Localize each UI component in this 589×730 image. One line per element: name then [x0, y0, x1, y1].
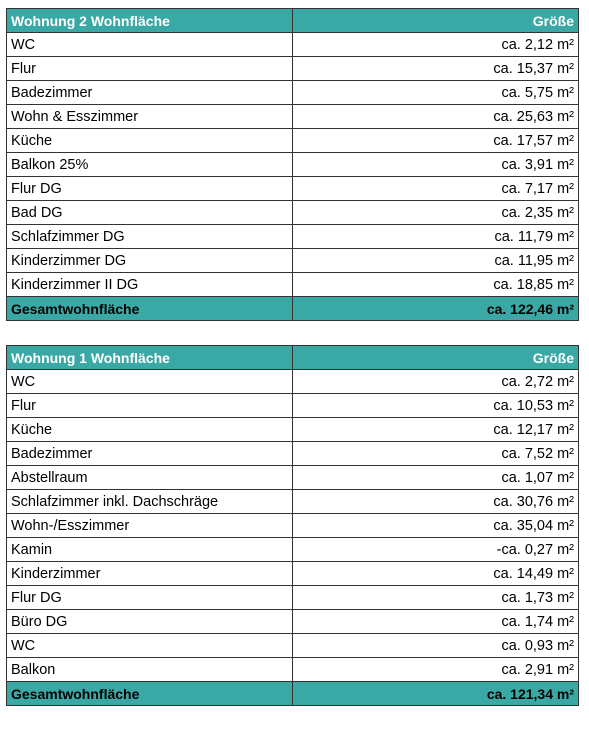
- room-cell: Gesamtwohnfläche: [6, 681, 293, 706]
- size-cell: ca. 11,79 m²: [292, 224, 579, 249]
- size-cell: ca. 14,49 m²: [292, 561, 579, 586]
- size-cell: ca. 1,73 m²: [292, 585, 579, 610]
- room-row: WC ca. 0,93 m²: [6, 633, 579, 658]
- total-row: Gesamtwohnfläche ca. 121,34 m²: [6, 681, 579, 706]
- size-cell: ca. 1,74 m²: [292, 609, 579, 634]
- room-row: Küche ca. 12,17 m²: [6, 417, 579, 442]
- area-table: Wohnung 2 Wohnfläche Größe WC ca. 2,12 m² Fl…: [6, 8, 579, 321]
- room-cell: Büro DG: [6, 609, 293, 634]
- room-row: Wohn & Esszimmer ca. 25,63 m²: [6, 104, 579, 129]
- room-cell: Badezimmer: [6, 441, 293, 466]
- size-cell: ca. 25,63 m²: [292, 104, 579, 129]
- size-cell: ca. 121,34 m²: [292, 681, 579, 706]
- size-cell: ca. 1,07 m²: [292, 465, 579, 490]
- room-cell: Kinderzimmer II DG: [6, 272, 293, 297]
- room-cell: Schlafzimmer DG: [6, 224, 293, 249]
- page: Wohnung 2 Wohnfläche Größe WC ca. 2,12 m² Fl…: [6, 8, 579, 730]
- header-row: Wohnung 2 Wohnfläche Größe: [6, 8, 579, 33]
- size-cell: ca. 35,04 m²: [292, 513, 579, 538]
- size-cell: ca. 30,76 m²: [292, 489, 579, 514]
- total-row: Gesamtwohnfläche ca. 122,46 m²: [6, 296, 579, 321]
- room-row: Büro DG ca. 1,74 m²: [6, 609, 579, 634]
- room-row: Abstellraum ca. 1,07 m²: [6, 465, 579, 490]
- room-row: Bad DG ca. 2,35 m²: [6, 200, 579, 225]
- size-cell: ca. 12,17 m²: [292, 417, 579, 442]
- room-cell: WC: [6, 633, 293, 658]
- room-cell: Kinderzimmer: [6, 561, 293, 586]
- size-cell: Größe: [292, 345, 579, 370]
- area-table: Wohnung 1 Wohnfläche Größe WC ca. 2,72 m² Fl…: [6, 345, 579, 706]
- room-cell: Wohn & Esszimmer: [6, 104, 293, 129]
- room-cell: Flur: [6, 56, 293, 81]
- size-cell: ca. 0,93 m²: [292, 633, 579, 658]
- header-row: Wohnung 1 Wohnfläche Größe: [6, 345, 579, 370]
- room-cell: Flur DG: [6, 585, 293, 610]
- room-cell: Schlafzimmer inkl. Dachschräge: [6, 489, 293, 514]
- size-cell: ca. 11,95 m²: [292, 248, 579, 273]
- room-row: Schlafzimmer inkl. Dachschräge ca. 30,76 …: [6, 489, 579, 514]
- size-cell: ca. 7,17 m²: [292, 176, 579, 201]
- size-cell: ca. 3,91 m²: [292, 152, 579, 177]
- room-row: Balkon 25% ca. 3,91 m²: [6, 152, 579, 177]
- room-row: Balkon ca. 2,91 m²: [6, 657, 579, 682]
- room-row: Flur ca. 15,37 m²: [6, 56, 579, 81]
- room-row: Kamin -ca. 0,27 m²: [6, 537, 579, 562]
- size-cell: ca. 5,75 m²: [292, 80, 579, 105]
- size-cell: ca. 18,85 m²: [292, 272, 579, 297]
- room-cell: Balkon 25%: [6, 152, 293, 177]
- room-row: Schlafzimmer DG ca. 11,79 m²: [6, 224, 579, 249]
- room-cell: Wohnung 1 Wohnfläche: [6, 345, 293, 370]
- room-cell: Wohnung 2 Wohnfläche: [6, 8, 293, 33]
- room-cell: WC: [6, 32, 293, 57]
- room-cell: Kamin: [6, 537, 293, 562]
- size-cell: ca. 17,57 m²: [292, 128, 579, 153]
- room-row: Flur ca. 10,53 m²: [6, 393, 579, 418]
- size-cell: ca. 10,53 m²: [292, 393, 579, 418]
- room-row: Küche ca. 17,57 m²: [6, 128, 579, 153]
- room-row: WC ca. 2,12 m²: [6, 32, 579, 57]
- room-cell: Küche: [6, 417, 293, 442]
- room-cell: Abstellraum: [6, 465, 293, 490]
- room-row: Badezimmer ca. 7,52 m²: [6, 441, 579, 466]
- size-cell: ca. 122,46 m²: [292, 296, 579, 321]
- room-cell: Kinderzimmer DG: [6, 248, 293, 273]
- room-cell: Balkon: [6, 657, 293, 682]
- room-row: Kinderzimmer DG ca. 11,95 m²: [6, 248, 579, 273]
- room-row: Flur DG ca. 1,73 m²: [6, 585, 579, 610]
- room-cell: Gesamtwohnfläche: [6, 296, 293, 321]
- room-cell: Flur DG: [6, 176, 293, 201]
- room-row: Kinderzimmer II DG ca. 18,85 m²: [6, 272, 579, 297]
- size-cell: ca. 2,72 m²: [292, 369, 579, 394]
- room-cell: Badezimmer: [6, 80, 293, 105]
- room-cell: Flur: [6, 393, 293, 418]
- size-cell: Größe: [292, 8, 579, 33]
- size-cell: ca. 15,37 m²: [292, 56, 579, 81]
- size-cell: -ca. 0,27 m²: [292, 537, 579, 562]
- room-row: Kinderzimmer ca. 14,49 m²: [6, 561, 579, 586]
- room-row: WC ca. 2,72 m²: [6, 369, 579, 394]
- room-row: Badezimmer ca. 5,75 m²: [6, 80, 579, 105]
- room-row: Wohn-/Esszimmer ca. 35,04 m²: [6, 513, 579, 538]
- size-cell: ca. 2,35 m²: [292, 200, 579, 225]
- room-cell: Wohn-/Esszimmer: [6, 513, 293, 538]
- room-cell: Küche: [6, 128, 293, 153]
- room-cell: Bad DG: [6, 200, 293, 225]
- room-row: Flur DG ca. 7,17 m²: [6, 176, 579, 201]
- size-cell: ca. 2,12 m²: [292, 32, 579, 57]
- room-cell: WC: [6, 369, 293, 394]
- size-cell: ca. 7,52 m²: [292, 441, 579, 466]
- size-cell: ca. 2,91 m²: [292, 657, 579, 682]
